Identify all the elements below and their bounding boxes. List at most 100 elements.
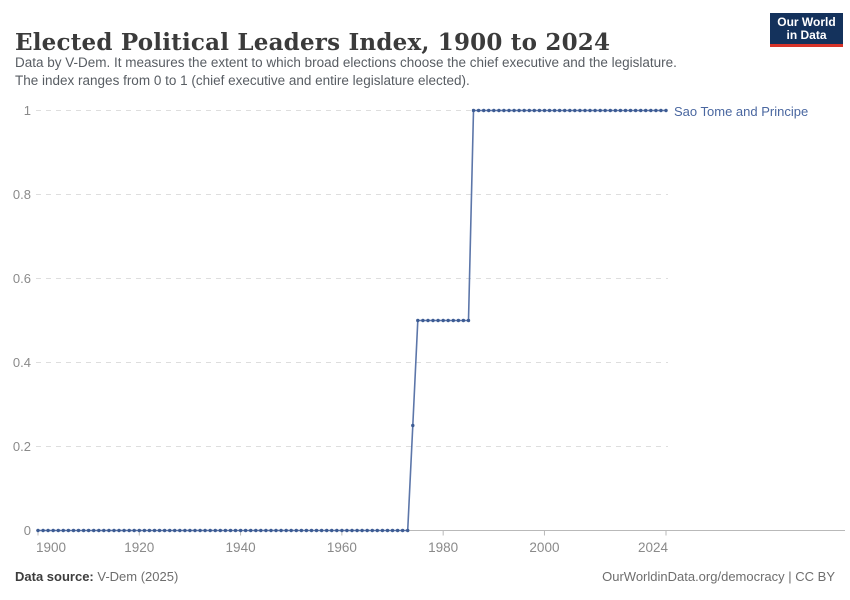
series-point bbox=[289, 528, 293, 533]
series-point bbox=[314, 528, 319, 533]
license-link[interactable]: OurWorldinData.org/democracy | CC BY bbox=[602, 569, 835, 584]
owid-logo-line-2: in Data bbox=[786, 27, 827, 42]
series-point bbox=[86, 528, 91, 533]
x-tick-label: 2024 bbox=[638, 540, 669, 555]
series-point bbox=[456, 318, 461, 323]
x-tick-label: 1960 bbox=[327, 540, 357, 555]
series-point bbox=[198, 528, 202, 533]
series-point bbox=[168, 528, 172, 533]
series-point bbox=[639, 108, 643, 113]
series-point bbox=[370, 528, 374, 533]
series-point bbox=[325, 528, 329, 533]
series-point bbox=[36, 528, 40, 533]
subtitle-line-2: The index ranges from 0 to 1 (chief exec… bbox=[15, 73, 470, 88]
entity-label[interactable]: Sao Tome and Principe bbox=[674, 104, 809, 119]
series-point bbox=[213, 528, 217, 533]
series-point bbox=[284, 528, 288, 533]
series-point bbox=[547, 108, 552, 113]
series-point bbox=[618, 108, 623, 113]
data-source-label: Data source: bbox=[15, 569, 94, 584]
series-point bbox=[81, 528, 86, 533]
series-point bbox=[117, 528, 121, 533]
series-point bbox=[142, 528, 147, 533]
series-point bbox=[162, 528, 167, 533]
series-point bbox=[294, 528, 298, 533]
series-point bbox=[208, 528, 212, 533]
y-tick-label: 0.6 bbox=[13, 271, 31, 286]
chart-title: Elected Political Leaders Index, 1900 to… bbox=[15, 29, 611, 57]
series-point bbox=[492, 108, 496, 113]
y-tick-label: 0 bbox=[24, 523, 31, 538]
data-source-value: V-Dem (2025) bbox=[93, 569, 179, 584]
series-point bbox=[532, 108, 536, 113]
series-point bbox=[309, 528, 314, 533]
series-point bbox=[188, 528, 192, 533]
series-point bbox=[304, 528, 309, 533]
series-point bbox=[461, 318, 466, 323]
series-point bbox=[365, 528, 369, 533]
subtitle-line-1: Data by V-Dem. It measures the extent to… bbox=[15, 55, 677, 70]
series-point bbox=[573, 108, 577, 113]
series-point bbox=[598, 108, 602, 113]
series-point bbox=[254, 528, 258, 533]
series-point bbox=[335, 528, 339, 533]
series-point bbox=[466, 318, 471, 323]
series-point bbox=[122, 528, 126, 533]
series-point bbox=[107, 528, 111, 533]
series-point bbox=[380, 528, 385, 533]
series-point bbox=[583, 108, 587, 113]
data-source-note: Data source: V-Dem (2025) bbox=[15, 569, 178, 584]
x-tick-label: 2000 bbox=[529, 540, 559, 555]
series-point bbox=[593, 108, 597, 113]
series-point bbox=[426, 318, 430, 323]
series-point bbox=[482, 108, 486, 113]
series-point bbox=[112, 528, 116, 533]
series-point bbox=[507, 108, 511, 113]
series-point bbox=[66, 528, 71, 533]
series-point bbox=[400, 528, 405, 533]
series-point bbox=[97, 528, 101, 533]
series-point bbox=[279, 528, 283, 533]
series-point bbox=[416, 318, 420, 323]
series-point bbox=[259, 528, 263, 533]
series-point bbox=[497, 108, 501, 113]
series-point bbox=[411, 423, 415, 428]
series-point bbox=[563, 108, 567, 113]
series-point bbox=[147, 528, 152, 533]
series-point bbox=[421, 318, 425, 323]
series-point bbox=[552, 108, 557, 113]
series-point bbox=[644, 108, 648, 113]
series-point bbox=[76, 528, 81, 533]
series-point bbox=[152, 528, 157, 533]
series-point bbox=[345, 528, 349, 533]
series-point bbox=[56, 528, 60, 533]
series-point bbox=[243, 528, 248, 533]
series-point bbox=[233, 528, 238, 533]
y-tick-label: 1 bbox=[24, 103, 31, 118]
series-point bbox=[203, 528, 207, 533]
series-point bbox=[578, 108, 582, 113]
series-point bbox=[385, 528, 390, 533]
series-point bbox=[557, 108, 562, 113]
x-tick-label: 1940 bbox=[226, 540, 256, 555]
x-tick-label: 1900 bbox=[36, 540, 66, 555]
owid-logo[interactable]: Our World in Data bbox=[770, 13, 843, 47]
series-point bbox=[71, 528, 76, 533]
series-point bbox=[649, 108, 653, 113]
series-point bbox=[664, 108, 668, 113]
series-point bbox=[487, 108, 491, 113]
x-tick-label: 1980 bbox=[428, 540, 458, 555]
chart-subtitle: Data by V-Dem. It measures the extent to… bbox=[15, 54, 775, 90]
series-point bbox=[132, 528, 136, 533]
series-point bbox=[127, 528, 131, 533]
series-point bbox=[522, 108, 526, 113]
series-point bbox=[137, 528, 141, 533]
y-tick-label: 0.8 bbox=[13, 187, 31, 202]
series-line bbox=[38, 109, 666, 532]
series-point bbox=[299, 528, 304, 533]
series-point bbox=[350, 528, 354, 533]
series-point bbox=[436, 318, 440, 323]
series-point bbox=[46, 528, 50, 533]
